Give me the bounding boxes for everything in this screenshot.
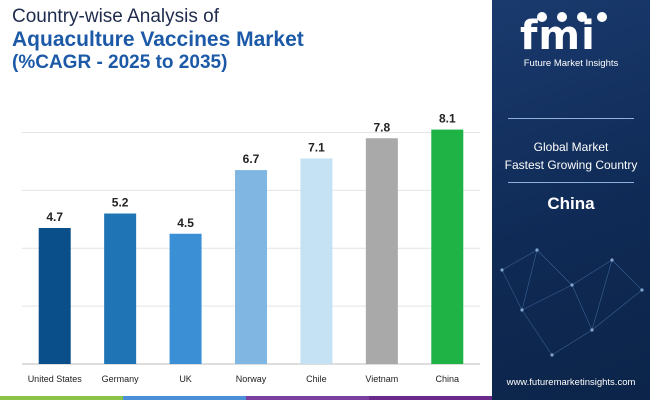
- x-tick-label: Norway: [236, 374, 267, 384]
- bar-china: [431, 129, 464, 364]
- title-line-2: Aquaculture Vaccines Market: [12, 28, 304, 51]
- data-label: 7.1: [308, 141, 325, 155]
- website-url[interactable]: www.futuremarketinsights.com: [506, 377, 636, 388]
- data-label: 8.1: [439, 112, 456, 126]
- bar-uk: [169, 233, 202, 364]
- info-panel: fmi Future Market Insights Global Market…: [492, 0, 650, 400]
- fastest-country: China: [547, 194, 595, 213]
- bar-germany: [104, 213, 137, 364]
- title-line-3: (%CAGR - 2025 to 2035): [12, 52, 228, 73]
- network-graphic: [500, 248, 644, 357]
- x-tick-label: United States: [28, 374, 83, 384]
- chart-title: Country-wise Analysis of Aquaculture Vac…: [12, 6, 304, 74]
- bottom-stripe: [0, 396, 492, 400]
- data-label: 4.5: [177, 216, 194, 230]
- panel-subtitle-1: Global Market: [533, 140, 609, 154]
- logo-tagline: Future Market Insights: [523, 58, 619, 69]
- data-label: 7.8: [374, 120, 391, 134]
- stripe-segment: [246, 396, 369, 400]
- title-line-1: Country-wise Analysis of: [12, 6, 219, 27]
- panel-subtitle-2: Fastest Growing Country: [504, 158, 638, 172]
- stripe-segment: [0, 396, 123, 400]
- bar-united-states: [38, 227, 71, 364]
- fmi-logo: fmi Future Market Insights: [492, 6, 650, 72]
- data-label: 4.7: [46, 210, 63, 224]
- data-label: 6.7: [243, 152, 260, 166]
- x-tick-label: UK: [179, 374, 192, 384]
- bar-chart: 4.7 United States 5.2 Germany 4.5 UK 6.7 Norway…: [22, 112, 480, 384]
- stripe-segment: [123, 396, 246, 400]
- x-tick-label: China: [436, 374, 460, 384]
- x-tick-label: Germany: [102, 374, 140, 384]
- x-tick-label: Vietnam: [365, 374, 398, 384]
- bar-chile: [300, 158, 333, 364]
- x-tick-label: Chile: [306, 374, 327, 384]
- bar-norway: [235, 170, 267, 364]
- chart-panel: Country-wise Analysis of Aquaculture Vac…: [12, 6, 480, 384]
- data-label: 5.2: [112, 196, 129, 210]
- logo-icons: [537, 12, 607, 22]
- logo-letters: fmi: [520, 13, 596, 59]
- stripe-segment: [369, 396, 492, 400]
- bar-vietnam: [365, 138, 398, 364]
- divider-top: [508, 118, 634, 119]
- divider-bottom: [508, 182, 634, 183]
